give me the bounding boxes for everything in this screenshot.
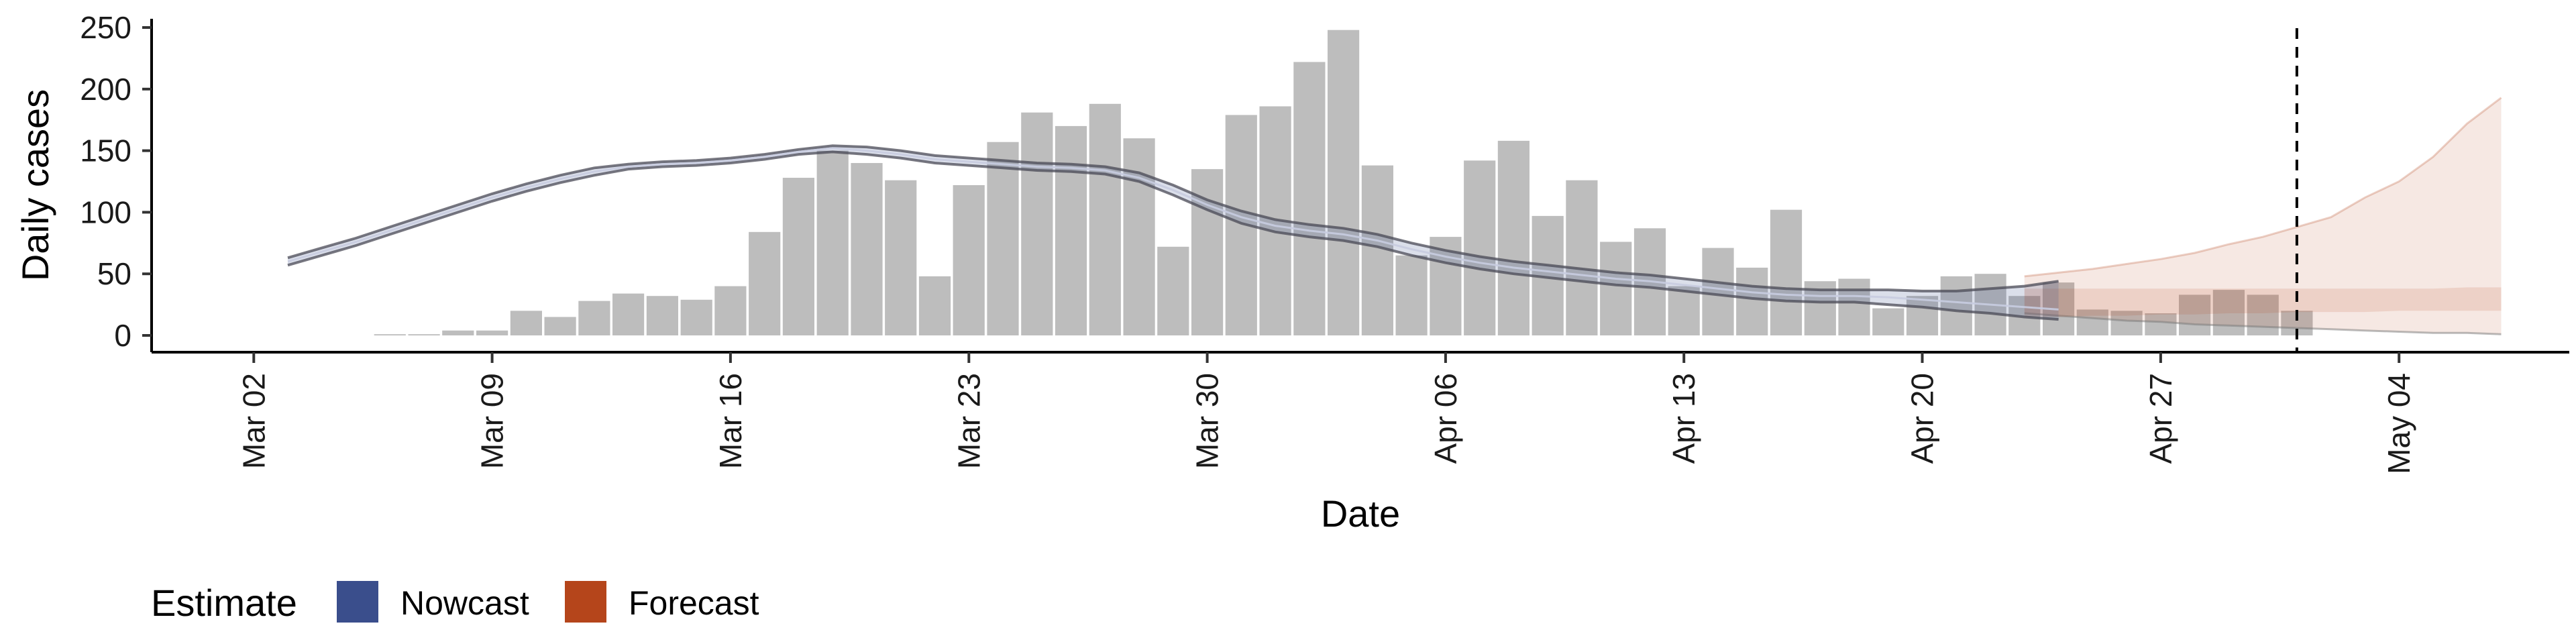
y-ticks: 0 50 100 150 200 250 bbox=[80, 10, 152, 353]
y-tick-label: 250 bbox=[80, 10, 131, 45]
x-tick-label: Apr 13 bbox=[1666, 373, 1701, 464]
bar bbox=[680, 299, 712, 335]
x-tick-label: Mar 30 bbox=[1190, 373, 1225, 469]
x-tick-label: Mar 23 bbox=[951, 373, 986, 469]
axes bbox=[150, 19, 2569, 354]
bar bbox=[2212, 290, 2245, 335]
legend-label-nowcast: Nowcast bbox=[400, 584, 529, 622]
bar bbox=[918, 276, 951, 335]
x-ticks: Mar 02 Mar 09 Mar 16 Mar 23 Mar 30 Apr 06 Apr … bbox=[236, 352, 2416, 474]
bar bbox=[1497, 140, 1529, 335]
bar bbox=[1021, 112, 1053, 335]
bar bbox=[1191, 169, 1224, 335]
bar bbox=[1055, 125, 1087, 335]
x-tick-label: Mar 09 bbox=[475, 373, 510, 469]
y-axis-title: Daily cases bbox=[14, 89, 56, 281]
y-tick-label: 200 bbox=[80, 72, 131, 107]
bar bbox=[1566, 180, 1598, 335]
bar bbox=[442, 330, 474, 335]
x-axis-title: Date bbox=[1321, 492, 1400, 535]
bar bbox=[1940, 276, 1972, 335]
bar bbox=[1906, 296, 1939, 335]
x-tick-label: May 04 bbox=[2381, 373, 2416, 474]
bar bbox=[1293, 62, 1326, 336]
bar bbox=[646, 296, 678, 335]
bar bbox=[374, 334, 406, 335]
bar bbox=[1395, 255, 1428, 335]
nowcast-median-line bbox=[287, 147, 2059, 311]
y-tick-label: 0 bbox=[114, 318, 131, 353]
bar bbox=[885, 180, 917, 335]
nowcast-upper-line bbox=[287, 144, 2059, 292]
bar bbox=[953, 185, 985, 335]
bar bbox=[1770, 209, 1803, 335]
forecast-upper-edge bbox=[2024, 97, 2502, 278]
x-tick-label: Apr 06 bbox=[1428, 373, 1463, 464]
bar bbox=[1328, 30, 1360, 335]
forecast-lower-edge bbox=[2024, 312, 2502, 335]
bar bbox=[476, 330, 508, 335]
nowcast-lower-line bbox=[287, 150, 2059, 321]
legend-title: Estimate bbox=[151, 582, 297, 624]
bar bbox=[1464, 160, 1496, 336]
plot-area bbox=[287, 28, 2502, 352]
legend-label-forecast: Forecast bbox=[629, 584, 759, 622]
x-tick-label: Apr 27 bbox=[2143, 373, 2178, 464]
legend-swatch-forecast bbox=[565, 581, 606, 623]
bar bbox=[851, 163, 883, 335]
bar bbox=[1872, 308, 1904, 335]
legend: Estimate Nowcast Forecast bbox=[151, 581, 759, 624]
bar bbox=[1089, 103, 1121, 336]
bar bbox=[544, 317, 576, 335]
y-tick-label: 50 bbox=[97, 256, 131, 291]
bar bbox=[1838, 278, 1870, 335]
bar bbox=[1702, 248, 1734, 335]
bar bbox=[2145, 313, 2177, 335]
nowcast-band bbox=[288, 146, 2059, 320]
bar bbox=[1736, 268, 1768, 335]
bar bbox=[2179, 294, 2211, 335]
y-tick-label: 100 bbox=[80, 195, 131, 229]
forecast-inner-band bbox=[2024, 287, 2502, 317]
bar bbox=[2247, 294, 2279, 335]
bar bbox=[408, 334, 440, 335]
legend-swatch-nowcast bbox=[337, 581, 378, 623]
x-tick-label: Apr 20 bbox=[1905, 373, 1940, 464]
bar bbox=[749, 231, 781, 335]
bar bbox=[714, 286, 747, 335]
bar bbox=[816, 150, 849, 335]
forecast-outer-band bbox=[2024, 97, 2502, 335]
bar bbox=[1123, 138, 1155, 335]
x-tick-label: Mar 16 bbox=[713, 373, 748, 469]
bar bbox=[987, 142, 1019, 335]
bar bbox=[2076, 309, 2108, 335]
y-tick-label: 150 bbox=[80, 133, 131, 168]
bar bbox=[782, 178, 814, 335]
bar bbox=[612, 293, 645, 335]
bar bbox=[1157, 246, 1189, 335]
bar bbox=[2110, 311, 2143, 335]
bar bbox=[1600, 241, 1632, 335]
bar bbox=[578, 301, 610, 335]
bar bbox=[510, 311, 542, 335]
bar bbox=[1668, 286, 1700, 335]
x-tick-label: Mar 02 bbox=[236, 373, 271, 469]
